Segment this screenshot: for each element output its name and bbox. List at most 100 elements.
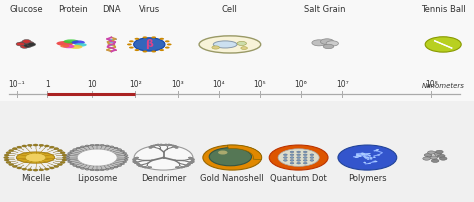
Circle shape — [358, 155, 361, 156]
Circle shape — [144, 167, 147, 168]
Circle shape — [16, 42, 25, 46]
Circle shape — [164, 144, 168, 145]
Circle shape — [90, 144, 94, 146]
Text: 10²: 10² — [129, 80, 141, 89]
Circle shape — [377, 154, 380, 156]
Circle shape — [24, 44, 32, 47]
Circle shape — [361, 153, 364, 154]
Circle shape — [156, 144, 160, 145]
Circle shape — [155, 144, 158, 146]
Circle shape — [142, 166, 146, 168]
Circle shape — [191, 159, 195, 161]
Circle shape — [45, 145, 49, 147]
Circle shape — [361, 153, 364, 154]
Circle shape — [203, 145, 262, 170]
Circle shape — [188, 157, 192, 158]
Circle shape — [428, 151, 435, 154]
Circle shape — [148, 166, 152, 168]
Circle shape — [180, 167, 183, 168]
Circle shape — [303, 162, 307, 164]
Circle shape — [149, 146, 153, 148]
Circle shape — [190, 157, 193, 159]
Circle shape — [76, 147, 80, 149]
Circle shape — [161, 144, 164, 146]
Circle shape — [124, 159, 128, 161]
Circle shape — [278, 149, 319, 166]
Circle shape — [114, 147, 118, 149]
Circle shape — [77, 149, 117, 166]
Circle shape — [297, 160, 301, 161]
Circle shape — [58, 163, 63, 165]
Ellipse shape — [56, 41, 73, 46]
Circle shape — [68, 161, 72, 163]
Circle shape — [269, 145, 328, 170]
Ellipse shape — [74, 43, 87, 47]
Circle shape — [362, 153, 365, 154]
Circle shape — [237, 41, 246, 45]
Circle shape — [134, 145, 193, 170]
Circle shape — [146, 167, 150, 168]
Circle shape — [70, 163, 73, 165]
Circle shape — [175, 166, 179, 168]
Circle shape — [184, 166, 188, 167]
Circle shape — [187, 163, 191, 165]
Circle shape — [310, 157, 314, 158]
Circle shape — [164, 144, 168, 145]
Circle shape — [290, 151, 294, 153]
Circle shape — [297, 162, 301, 164]
Circle shape — [137, 164, 140, 166]
Circle shape — [187, 164, 191, 166]
Circle shape — [66, 159, 70, 161]
Circle shape — [76, 166, 80, 168]
Circle shape — [25, 153, 46, 162]
Circle shape — [135, 157, 139, 158]
Ellipse shape — [72, 40, 85, 44]
Circle shape — [368, 155, 371, 156]
Circle shape — [136, 163, 139, 164]
Circle shape — [374, 161, 377, 162]
Text: β: β — [146, 39, 153, 49]
Circle shape — [303, 157, 307, 158]
Circle shape — [303, 151, 307, 153]
Circle shape — [366, 157, 369, 158]
Circle shape — [114, 166, 118, 168]
Circle shape — [6, 152, 11, 154]
Polygon shape — [9, 94, 465, 117]
Ellipse shape — [69, 45, 82, 49]
Circle shape — [190, 157, 193, 159]
Circle shape — [60, 152, 65, 154]
Circle shape — [364, 157, 366, 158]
Circle shape — [184, 166, 188, 167]
Circle shape — [424, 154, 432, 157]
Circle shape — [430, 156, 438, 159]
Circle shape — [133, 160, 137, 162]
Text: DNA: DNA — [102, 5, 121, 14]
Circle shape — [6, 161, 11, 163]
Circle shape — [368, 153, 371, 154]
Circle shape — [9, 150, 13, 152]
Circle shape — [134, 162, 138, 164]
Circle shape — [283, 157, 287, 158]
Circle shape — [159, 144, 163, 145]
Circle shape — [22, 168, 27, 170]
Circle shape — [171, 145, 175, 146]
Circle shape — [187, 163, 191, 165]
Circle shape — [132, 158, 136, 160]
Circle shape — [175, 166, 179, 168]
Circle shape — [367, 159, 370, 160]
Circle shape — [191, 161, 194, 163]
Circle shape — [159, 49, 164, 51]
Circle shape — [191, 158, 195, 160]
Circle shape — [63, 157, 67, 159]
Text: Liposome: Liposome — [77, 174, 118, 183]
Circle shape — [90, 169, 94, 171]
Circle shape — [132, 159, 136, 161]
Circle shape — [100, 169, 104, 171]
Circle shape — [148, 166, 152, 168]
Circle shape — [152, 145, 156, 146]
Circle shape — [191, 158, 195, 160]
Text: 10: 10 — [88, 80, 97, 89]
Circle shape — [375, 150, 378, 151]
Ellipse shape — [17, 152, 55, 163]
Ellipse shape — [63, 45, 74, 48]
